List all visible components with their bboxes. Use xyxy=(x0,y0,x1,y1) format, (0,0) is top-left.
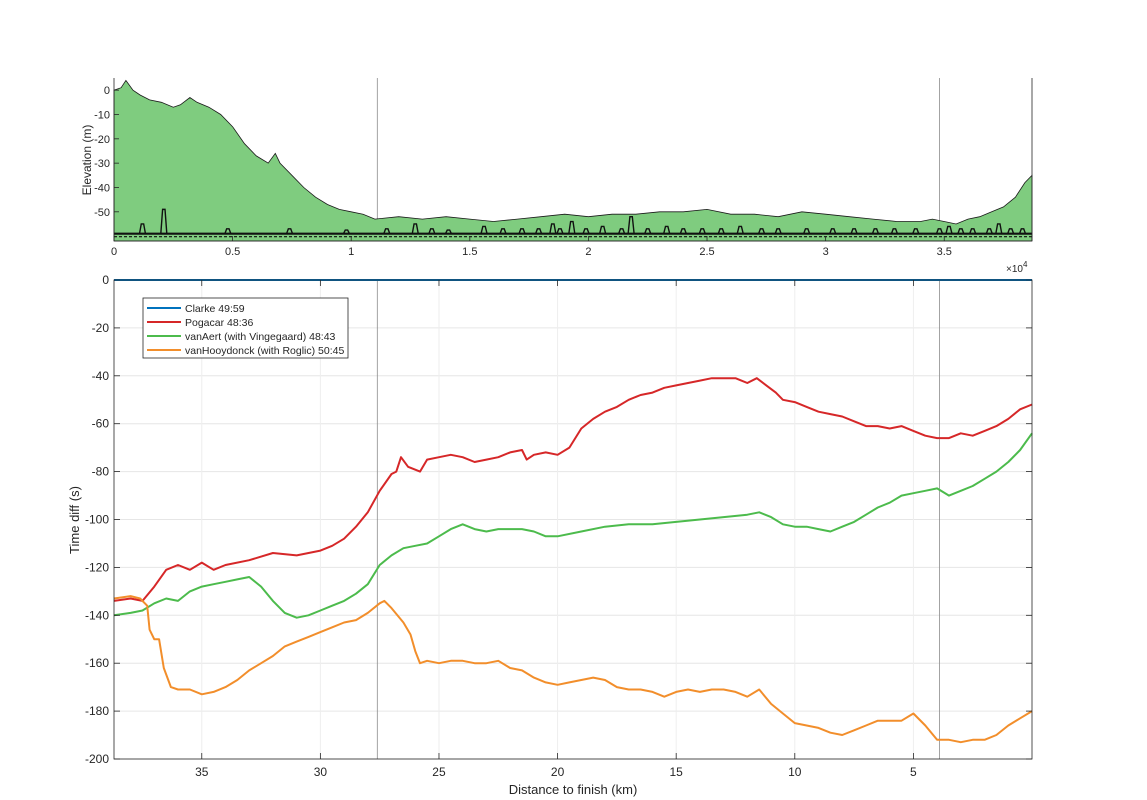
time-diff-y-tick-label: -180 xyxy=(85,704,109,718)
elevation-marker-strip xyxy=(114,208,1032,238)
time-diff-y-tick-label: -120 xyxy=(85,560,109,574)
elevation-marker-spike xyxy=(499,228,507,234)
elevation-marker-spike xyxy=(1018,228,1027,234)
elevation-marker-spike xyxy=(428,228,436,234)
time-diff-x-tick-label: 25 xyxy=(432,765,446,779)
elevation-y-axis-label: Elevation (m) xyxy=(80,125,94,196)
time-diff-y-tick-label: 0 xyxy=(102,273,109,287)
time-diff-x-tick-label: 20 xyxy=(551,765,565,779)
elevation-marker-spike xyxy=(679,228,687,234)
series-line-3 xyxy=(113,432,1033,619)
elevation-x-tick-label: 1 xyxy=(348,246,354,258)
elevation-chart: 0 0.5 1 1.5 2 2.5 3 3.5 0 -10 -20 -30 -40 -50 Elevati… xyxy=(80,78,1033,275)
elevation-marker-spike xyxy=(698,228,706,234)
elevation-x-tick-label: 2.5 xyxy=(699,246,714,258)
time-diff-x-tick-label: 30 xyxy=(314,765,328,779)
elevation-marker-spike xyxy=(663,225,671,234)
elevation-marker-spike xyxy=(224,228,232,234)
elevation-marker-spike xyxy=(644,228,652,234)
time-diff-y-tick-label: -140 xyxy=(85,608,109,622)
elevation-x-tick-label: 3 xyxy=(823,246,829,258)
elevation-marker-spike xyxy=(617,228,626,234)
time-diff-vertical-markers xyxy=(376,280,940,759)
elevation-marker-spike xyxy=(985,228,993,234)
elevation-marker-spike xyxy=(1006,228,1015,234)
elevation-marker-spike xyxy=(598,225,607,234)
time-diff-y-tick-label: -160 xyxy=(85,656,109,670)
elevation-marker-spike xyxy=(890,228,899,234)
elevation-y-tick-label: -50 xyxy=(94,207,110,219)
elevation-marker-spike xyxy=(627,215,635,234)
elevation-marker-spike xyxy=(549,223,557,234)
elevation-marker-spike xyxy=(568,220,576,234)
legend-entry-label: Pogacar 48:36 xyxy=(185,317,253,329)
legend: Clarke 49:59 Pogacar 48:36 vanAert (with V… xyxy=(142,297,349,359)
elevation-marker-spike xyxy=(444,229,453,235)
elevation-vertical-markers xyxy=(376,78,940,241)
x-exponent-label: ×104 xyxy=(1006,260,1028,275)
elevation-marker-spike xyxy=(912,228,920,234)
elevation-marker-spike xyxy=(757,228,766,234)
elevation-marker-spike xyxy=(138,223,147,234)
elevation-y-tick-label: -20 xyxy=(94,134,110,146)
series-line-2 xyxy=(113,377,1033,602)
elevation-marker-spike xyxy=(871,228,880,234)
elevation-marker-spike xyxy=(995,223,1003,234)
elevation-x-tick-label: 0 xyxy=(111,246,117,258)
elevation-marker-spike xyxy=(945,225,953,234)
time-diff-y-tick-label: -20 xyxy=(92,321,110,335)
series-line-4 xyxy=(113,595,1033,744)
elevation-marker-spike xyxy=(534,228,543,234)
time-diff-y-tick-label: -200 xyxy=(85,752,109,766)
elevation-marker-spike xyxy=(850,228,858,234)
time-diff-x-tick-label: 10 xyxy=(788,765,802,779)
elevation-marker-spike xyxy=(717,228,725,234)
elevation-marker-spike xyxy=(556,228,564,234)
elevation-marker-spike xyxy=(383,228,391,234)
elevation-x-tick-label: 3.5 xyxy=(937,246,952,258)
time-diff-axes: 35 30 25 20 15 10 5 0 -20 -40 -60 -80 -100 -120 -140 -1… xyxy=(85,273,1033,779)
elevation-area xyxy=(113,79,1033,242)
elevation-marker-spike xyxy=(829,228,837,234)
elevation-marker-spike xyxy=(285,228,294,234)
legend-entry-label: Clarke 49:59 xyxy=(185,303,245,315)
elevation-marker-spike xyxy=(969,228,977,234)
elevation-marker-spike xyxy=(736,225,744,234)
elevation-marker-spike xyxy=(935,228,944,234)
elevation-marker-spike xyxy=(957,228,965,234)
time-diff-grid xyxy=(114,279,1032,760)
elevation-marker-spike xyxy=(582,228,590,234)
elevation-marker-spike xyxy=(411,223,419,234)
time-diff-y-tick-label: -100 xyxy=(85,513,109,527)
time-diff-x-tick-label: 15 xyxy=(670,765,684,779)
time-diff-y-tick-label: -80 xyxy=(92,465,110,479)
elevation-marker-spike xyxy=(342,229,351,235)
elevation-y-tick-label: -40 xyxy=(94,182,110,194)
time-diff-y-axis-label: Time diff (s) xyxy=(67,486,82,554)
elevation-marker-spike xyxy=(774,228,782,234)
elevation-x-tick-label: 1.5 xyxy=(462,246,477,258)
time-diff-chart: 35 30 25 20 15 10 5 0 -20 -40 -60 -80 -100 -120 -140 -1… xyxy=(67,273,1033,797)
legend-entry-label: vanHooydonck (with Roglic) 50:45 xyxy=(185,345,344,357)
elevation-marker-spike xyxy=(518,228,526,234)
elevation-y-tick-label: -30 xyxy=(94,158,110,170)
elevation-y-tick-label: -10 xyxy=(94,109,110,121)
elevation-axes: 0 0.5 1 1.5 2 2.5 3 3.5 0 -10 -20 -30 -40 -50 xyxy=(94,78,1033,258)
elevation-x-tick-label: 0.5 xyxy=(225,246,240,258)
legend-entry-label: vanAert (with Vingegaard) 48:43 xyxy=(185,331,336,343)
elevation-x-tick-label: 2 xyxy=(585,246,591,258)
time-diff-x-tick-label: 5 xyxy=(910,765,917,779)
elevation-marker-spike xyxy=(480,225,488,234)
time-diff-x-axis-label: Distance to finish (km) xyxy=(509,782,638,797)
time-diff-x-tick-label: 35 xyxy=(195,765,209,779)
time-diff-y-tick-label: -40 xyxy=(92,369,110,383)
time-diff-y-tick-label: -60 xyxy=(92,417,110,431)
elevation-marker-spike xyxy=(802,228,811,234)
elevation-marker-spike xyxy=(160,208,168,234)
elevation-y-tick-label: 0 xyxy=(104,85,110,97)
